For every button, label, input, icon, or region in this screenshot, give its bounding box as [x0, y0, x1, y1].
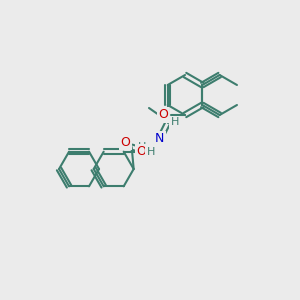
Text: H: H: [137, 142, 146, 152]
Text: N: N: [155, 133, 164, 146]
Text: H: H: [170, 117, 179, 127]
Text: O: O: [121, 136, 130, 148]
Text: H: H: [146, 147, 155, 157]
Text: O: O: [158, 109, 168, 122]
Text: O: O: [137, 145, 147, 158]
Text: N: N: [145, 146, 154, 158]
